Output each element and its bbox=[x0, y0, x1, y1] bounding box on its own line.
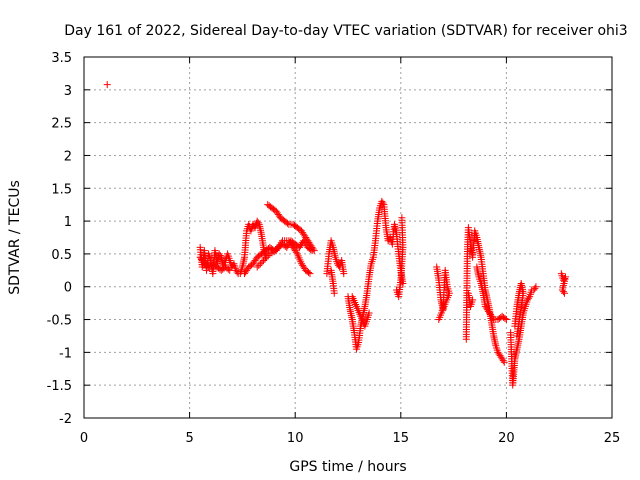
data-point bbox=[309, 245, 317, 253]
x-tick-label: 0 bbox=[80, 431, 88, 446]
data-point bbox=[379, 199, 387, 207]
data-point bbox=[264, 252, 272, 260]
y-tick-label: 3 bbox=[64, 84, 72, 99]
x-tick-label: 15 bbox=[393, 431, 410, 446]
data-point bbox=[261, 255, 269, 263]
y-tick-label: -1 bbox=[59, 346, 72, 361]
x-tick-label: 25 bbox=[604, 431, 621, 446]
data-point bbox=[502, 316, 510, 324]
data-point bbox=[500, 358, 508, 366]
data-point bbox=[532, 283, 540, 291]
data-point bbox=[260, 256, 268, 264]
y-tick-label: -1.5 bbox=[47, 379, 72, 394]
data-point bbox=[226, 266, 234, 274]
data-point bbox=[525, 294, 533, 302]
data-point bbox=[233, 268, 241, 276]
data-point bbox=[254, 219, 262, 227]
data-point bbox=[513, 332, 521, 340]
data-point bbox=[224, 265, 232, 273]
x-axis-title: GPS time / hours bbox=[289, 459, 406, 475]
data-point bbox=[283, 219, 291, 227]
x-tick-label: 10 bbox=[287, 431, 304, 446]
data-point bbox=[255, 261, 263, 269]
data-point bbox=[365, 309, 373, 317]
data-point bbox=[310, 247, 318, 255]
plot-frame bbox=[83, 56, 613, 419]
data-point bbox=[216, 252, 224, 260]
data-point bbox=[306, 270, 314, 278]
y-tick-label: 2 bbox=[64, 149, 72, 164]
y-tick-label: 3.5 bbox=[51, 51, 72, 66]
data-points bbox=[103, 81, 570, 389]
y-axis-title: SDTVAR / TECUs bbox=[7, 180, 23, 295]
data-point bbox=[253, 263, 261, 271]
data-point bbox=[501, 314, 509, 322]
data-point bbox=[398, 214, 406, 222]
chart-title: Day 161 of 2022, Sidereal Day-to-day VTE… bbox=[64, 23, 627, 39]
data-point bbox=[330, 289, 338, 297]
data-point bbox=[499, 357, 507, 365]
x-tick-label: 20 bbox=[498, 431, 515, 446]
y-tick-label: 2.5 bbox=[51, 117, 72, 132]
data-point bbox=[292, 248, 300, 256]
data-point bbox=[435, 316, 443, 324]
axis-ticks: 0 5 10 15 20 25 -2 -1.5 -1 -0.5 0 0.5 1 1.5 2 2.5 3 3.5 bbox=[47, 51, 621, 446]
data-point bbox=[489, 314, 497, 322]
data-point bbox=[103, 81, 111, 89]
y-tick-label: -2 bbox=[59, 412, 72, 427]
data-point bbox=[263, 253, 271, 261]
x-tick-label: 5 bbox=[185, 431, 193, 446]
data-point bbox=[469, 296, 477, 304]
data-point bbox=[256, 260, 264, 268]
data-point bbox=[305, 269, 313, 277]
y-tick-label: 0.5 bbox=[51, 248, 72, 263]
y-tick-label: -0.5 bbox=[47, 314, 72, 329]
data-point bbox=[258, 258, 266, 266]
y-tick-label: 0 bbox=[64, 281, 72, 296]
y-tick-label: 1 bbox=[64, 215, 72, 230]
data-point bbox=[559, 288, 567, 296]
data-point bbox=[560, 289, 568, 297]
data-point bbox=[340, 270, 348, 278]
data-point bbox=[531, 284, 539, 292]
y-tick-label: 1.5 bbox=[51, 182, 72, 197]
